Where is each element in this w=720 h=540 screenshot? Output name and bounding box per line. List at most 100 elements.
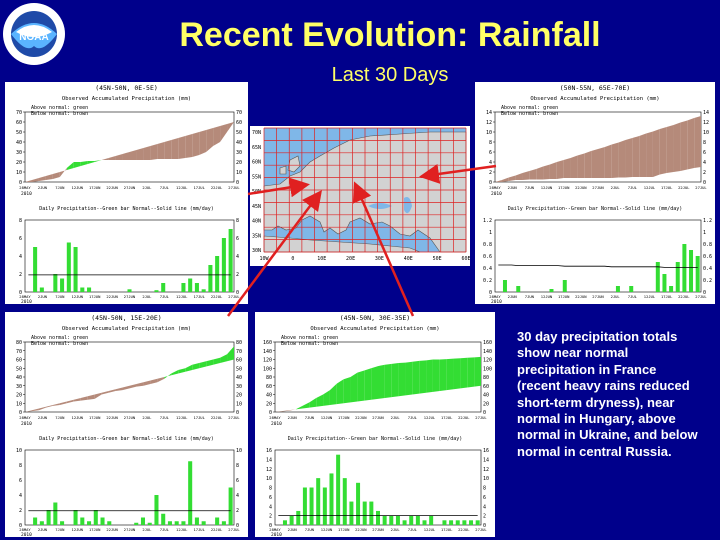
x-tick-label: 27JUN [124, 185, 136, 190]
y-tick-label: 40 [16, 375, 22, 381]
accum-above-area [73, 162, 81, 168]
daily-bar [475, 520, 480, 525]
accum-frame [24, 111, 235, 183]
daily-y-tick-label: 8 [19, 463, 22, 469]
x-tick-label: 2JUN [508, 185, 518, 190]
daily-y-tick-label-right: 0 [483, 523, 486, 529]
accum-below-area [45, 174, 53, 180]
year-label: 2010 [21, 191, 32, 197]
x-tick-label: 7JUL [160, 415, 170, 420]
accum-above-area [439, 359, 447, 391]
accum-below-area [563, 158, 571, 178]
daily-y-tick-label-right: 2 [483, 514, 486, 520]
daily-bar [502, 280, 507, 292]
daily-bar [167, 521, 172, 525]
y-tick-label: 12 [486, 120, 492, 126]
year-label: 2010 [21, 421, 32, 427]
y-tick-label: 10 [486, 130, 492, 136]
daily-x-tick-label: 2JUL [142, 294, 152, 299]
y-tick-label: 70 [16, 349, 22, 355]
daily-y-tick-label: 1 [489, 230, 492, 236]
y-tick-label-right: 70 [236, 110, 242, 116]
daily-y-tick-label: 10 [16, 448, 22, 454]
daily-x-tick-label: 2JUN [38, 294, 48, 299]
daily-y-tick-label: 1.2 [483, 218, 492, 224]
daily-y-tick-label: 8 [269, 486, 272, 492]
y-tick-label: 40 [16, 140, 22, 146]
daily-y-tick-label-right: 8 [236, 463, 239, 469]
daily-x-tick-label: 22JUL [211, 294, 223, 299]
accum-below-area [150, 378, 158, 384]
x-tick-label: 17JUN [89, 415, 101, 420]
accum-below-area [632, 136, 640, 177]
y-tick-label-right: 80 [483, 375, 489, 381]
daily-y-tick-label-right: 1 [703, 230, 706, 236]
y-tick-label-right: 100 [483, 366, 492, 372]
daily-bar [161, 513, 166, 525]
daily-y-tick-label: 6 [269, 495, 272, 501]
x-tick-label: 7JUN [305, 415, 315, 420]
y-tick-label-right: 40 [483, 393, 489, 399]
accum-below-area [115, 154, 123, 160]
y-tick-label: 50 [16, 366, 22, 372]
daily-y-tick-label-right: 12 [483, 467, 489, 473]
daily-bar [100, 517, 105, 525]
accum-below-area [178, 136, 186, 159]
accum-above-area [80, 161, 88, 166]
daily-x-tick-label: 28MAY [269, 527, 281, 532]
map-lat-label: 30N [252, 248, 261, 254]
accum-below-area [577, 153, 585, 178]
daily-y-tick-label-right: 10 [236, 448, 242, 454]
y-tick-label: 20 [16, 393, 22, 399]
x-tick-label: 2JUN [38, 415, 48, 420]
daily-y-tick-label-right: 0 [236, 523, 239, 529]
daily-y-tick-label: 0 [269, 523, 272, 529]
daily-x-tick-label: 27JUL [475, 527, 487, 532]
accum-above-area [384, 363, 392, 398]
daily-year-label: 2010 [21, 532, 32, 537]
daily-frame [494, 219, 702, 293]
y-tick-label: 140 [263, 349, 272, 355]
daily-bar [329, 473, 334, 525]
daily-y-tick-label-right: 6 [236, 236, 239, 242]
daily-bar [134, 522, 139, 525]
x-tick-label: 27JUL [228, 185, 240, 190]
daily-bar [615, 286, 620, 292]
daily-bar [675, 262, 680, 292]
daily-y-tick-label: 6 [19, 236, 22, 242]
daily-bar [140, 517, 146, 525]
daily-x-tick-label: 7JUN [305, 527, 315, 532]
daily-x-tick-label: 17JUN [89, 294, 101, 299]
accum-below-area [73, 398, 81, 402]
accum-below-area [659, 127, 667, 175]
x-tick-label: 17JUN [89, 185, 101, 190]
legend-green: Above normal: green [281, 335, 338, 341]
x-tick-label: 17JUL [193, 185, 205, 190]
accum-above-area [309, 398, 317, 408]
daily-bar [60, 278, 65, 292]
daily-bar [154, 495, 159, 525]
y-tick-label: 160 [263, 340, 272, 346]
daily-x-tick-label: 7JUN [55, 294, 65, 299]
daily-y-tick-label: 0 [19, 523, 22, 529]
y-tick-label-right: 0 [236, 410, 239, 416]
daily-y-tick-label-right: 6 [483, 495, 486, 501]
map-lat-label: 45N [252, 204, 261, 210]
daily-y-tick-label: 10 [266, 476, 272, 482]
y-tick-label: 14 [486, 110, 492, 116]
daily-x-tick-label: 12JUN [72, 294, 84, 299]
accum-below-area [122, 152, 130, 160]
x-tick-label: 7JUL [160, 185, 170, 190]
x-tick-label: 27JUN [124, 415, 136, 420]
y-tick-label: 80 [266, 375, 272, 381]
accum-frame [24, 341, 235, 413]
daily-y-tick-label: 12 [266, 467, 272, 473]
daily-x-tick-label: 22JUL [458, 527, 470, 532]
daily-x-tick-label: 27JUN [124, 527, 136, 532]
accum-above-area [391, 363, 399, 398]
accum-above-area [295, 405, 303, 410]
daily-bar [342, 478, 347, 525]
y-tick-label: 20 [16, 160, 22, 166]
daily-bar [309, 487, 314, 525]
daily-x-tick-label: 27JUN [372, 527, 384, 532]
